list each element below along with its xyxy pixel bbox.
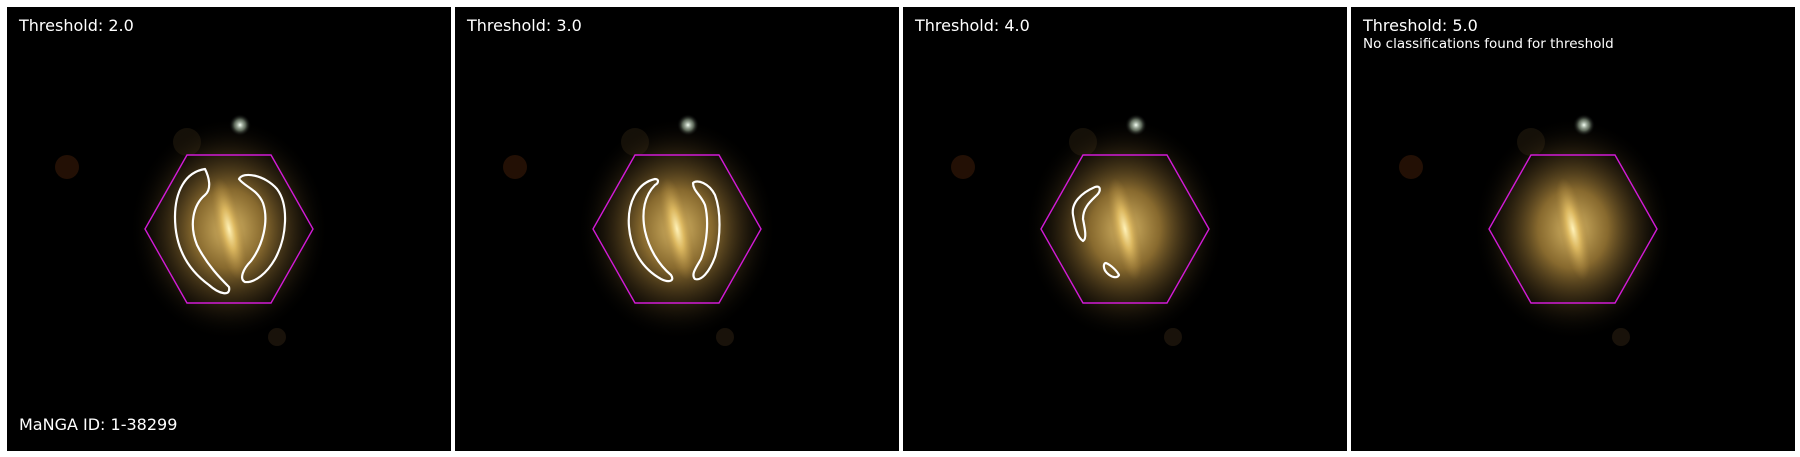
contour-left: [627, 177, 674, 283]
image-panel-3: Threshold: 4.0: [903, 7, 1347, 451]
galaxy-image-3: [903, 7, 1347, 451]
foreground-star: [1125, 114, 1147, 136]
contour-right: [237, 173, 287, 284]
contour-left: [1071, 185, 1101, 243]
threshold-label: Threshold: 5.0: [1363, 16, 1478, 35]
galaxy-bar: [659, 178, 695, 280]
galaxy-image-2: [455, 7, 899, 451]
foreground-star: [229, 114, 251, 136]
ifu-hexagon: [1040, 154, 1210, 304]
galaxy-bar: [1107, 178, 1143, 280]
threshold-label: Threshold: 2.0: [19, 16, 134, 35]
image-panel-4: Threshold: 5.0 No classifications found …: [1351, 7, 1795, 451]
foreground-star: [1573, 114, 1595, 136]
contour-right: [691, 180, 721, 281]
galaxy-bar: [211, 178, 247, 280]
ifu-hexagon: [144, 154, 314, 304]
no-classifications-note: No classifications found for threshold: [1363, 36, 1614, 52]
galaxy-bar: [1555, 178, 1591, 280]
ifu-hexagon: [1488, 154, 1658, 304]
image-panel-2: Threshold: 3.0: [455, 7, 899, 451]
ifu-hexagon: [592, 154, 762, 304]
threshold-label: Threshold: 4.0: [915, 16, 1030, 35]
image-panel-1: Threshold: 2.0 MaNGA ID: 1-38299: [7, 7, 451, 451]
galaxy-image-4: [1351, 7, 1795, 451]
galaxy-image-1: [7, 7, 451, 451]
contour-left: [173, 167, 231, 295]
threshold-label: Threshold: 3.0: [467, 16, 582, 35]
contour-small: [1102, 261, 1121, 279]
manga-id-label: MaNGA ID: 1-38299: [19, 415, 178, 434]
foreground-star: [677, 114, 699, 136]
